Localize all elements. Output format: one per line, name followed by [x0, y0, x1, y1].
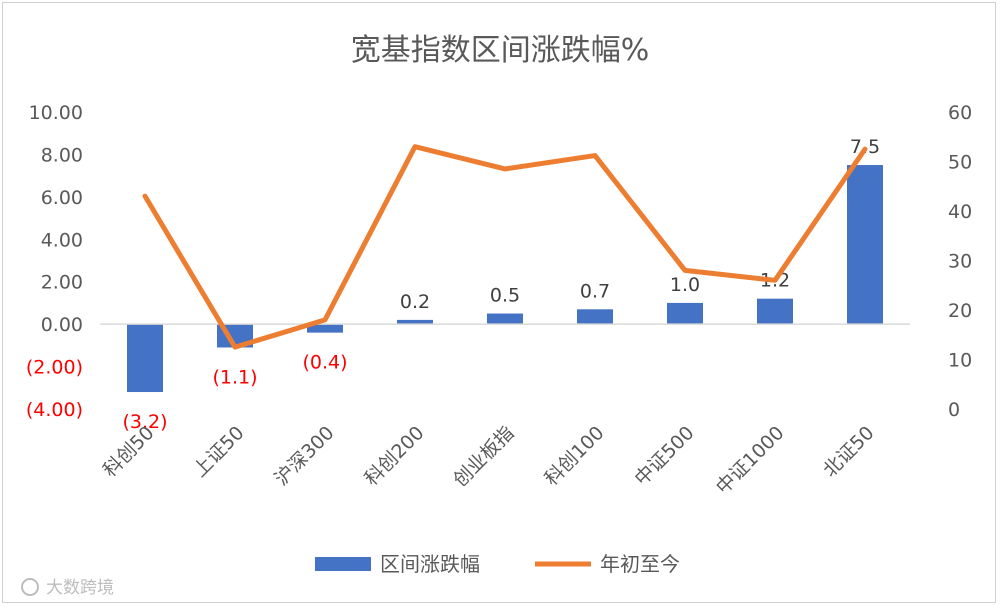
y-left-tick-label: 10.00	[29, 102, 83, 124]
bar	[397, 319, 433, 325]
bar	[757, 298, 793, 325]
watermark: 大数跨境	[21, 578, 114, 598]
line-series-nianchu	[142, 144, 868, 350]
legend-label-line: 年初至今	[600, 552, 680, 576]
bar-data-label: (1.1)	[212, 366, 257, 388]
y-right-tick-label: 40	[948, 201, 972, 223]
y-left-tick-label: 6.00	[41, 187, 83, 209]
x-tick-label: 科创200	[360, 422, 428, 490]
y-right-tick-label: 60	[948, 102, 972, 124]
bar-data-label: 0.2	[400, 291, 430, 313]
bar	[487, 313, 523, 325]
x-tick-label: 中证500	[630, 422, 698, 490]
legend-label-bar: 区间涨跌幅	[380, 552, 480, 576]
y-right-tick-label: 50	[948, 152, 972, 174]
bar	[127, 324, 163, 393]
chart-title: 宽基指数区间涨跌幅%	[351, 33, 650, 68]
bar	[307, 324, 343, 333]
bar-data-label: (3.2)	[122, 411, 167, 433]
y-left-tick-label: 8.00	[41, 144, 83, 166]
legend-swatch-bar	[315, 557, 371, 571]
legend: 区间涨跌幅 年初至今	[315, 552, 680, 576]
y-right-tick-label: 30	[948, 251, 972, 273]
x-tick-label: 北证50	[819, 422, 879, 482]
bar-data-label: 1.0	[670, 274, 700, 296]
bar	[667, 302, 703, 325]
bar-data-label: 0.7	[580, 280, 610, 302]
bar	[847, 165, 883, 325]
x-tick-label: 沪深300	[270, 422, 338, 490]
y-left-tick-label: 0.00	[41, 314, 83, 336]
y-right-tick-label: 0	[948, 399, 960, 421]
x-tick-label: 创业板指	[449, 422, 518, 491]
watermark-logo-icon	[21, 578, 39, 596]
bar-data-label: 0.5	[490, 285, 520, 307]
y-left-tick-label: 2.00	[41, 272, 83, 294]
y-right-tick-label: 20	[948, 300, 972, 322]
y-left-tick-label: 4.00	[41, 229, 83, 251]
bar-data-label: (0.4)	[302, 352, 347, 374]
y-right-tick-label: 10	[948, 350, 972, 372]
x-tick-label: 科创100	[540, 422, 608, 490]
y-left-tick-label: (4.00)	[26, 399, 83, 421]
x-tick-label: 上证50	[189, 422, 249, 482]
x-tick-label: 中证1000	[712, 422, 789, 499]
plot-area: 10.00 8.00 6.00 4.00 2.00 0.00 (2.00) (4.00) 60 5…	[26, 102, 972, 499]
bar	[577, 309, 613, 325]
y-left-tick-label: (2.00)	[26, 357, 83, 379]
watermark-text: 大数跨境	[46, 578, 114, 598]
